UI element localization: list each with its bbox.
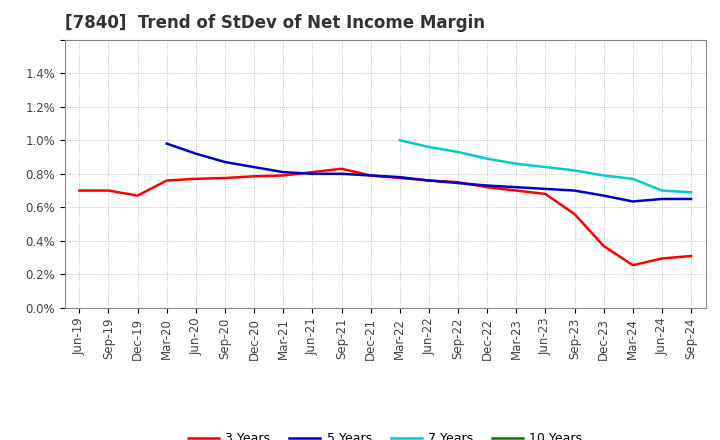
3 Years (308, 169, 317, 175)
Legend: 3 Years, 5 Years, 7 Years, 10 Years: 3 Years, 5 Years, 7 Years, 10 Years (183, 427, 588, 440)
5 Years (308, 171, 317, 176)
3 Years (657, 256, 666, 261)
5 Years (570, 188, 579, 193)
3 Years (104, 188, 113, 193)
3 Years (220, 176, 229, 181)
3 Years (163, 178, 171, 183)
Line: 5 Years: 5 Years (167, 143, 691, 202)
7 Years (425, 144, 433, 150)
Line: 3 Years: 3 Years (79, 169, 691, 265)
7 Years (657, 188, 666, 193)
5 Years (541, 186, 550, 191)
5 Years (657, 196, 666, 202)
3 Years (395, 176, 404, 181)
5 Years (220, 159, 229, 165)
5 Years (250, 165, 258, 170)
7 Years (395, 138, 404, 143)
3 Years (75, 188, 84, 193)
5 Years (483, 183, 492, 188)
5 Years (687, 196, 696, 202)
3 Years (192, 176, 200, 181)
3 Years (337, 166, 346, 172)
3 Years (599, 243, 608, 249)
7 Years (541, 165, 550, 170)
7 Years (454, 149, 462, 154)
7 Years (629, 176, 637, 181)
3 Years (279, 173, 287, 178)
3 Years (570, 211, 579, 216)
3 Years (366, 173, 375, 178)
Line: 7 Years: 7 Years (400, 140, 691, 192)
5 Years (395, 175, 404, 180)
5 Years (163, 141, 171, 146)
3 Years (541, 191, 550, 197)
3 Years (629, 263, 637, 268)
5 Years (629, 199, 637, 204)
3 Years (687, 253, 696, 259)
5 Years (599, 193, 608, 198)
3 Years (454, 180, 462, 185)
7 Years (483, 156, 492, 161)
7 Years (687, 190, 696, 195)
5 Years (454, 180, 462, 186)
7 Years (512, 161, 521, 166)
5 Years (279, 169, 287, 175)
3 Years (512, 188, 521, 193)
5 Years (425, 178, 433, 183)
3 Years (483, 185, 492, 190)
3 Years (133, 193, 142, 198)
5 Years (192, 151, 200, 156)
7 Years (570, 168, 579, 173)
3 Years (425, 178, 433, 183)
5 Years (337, 171, 346, 176)
5 Years (512, 185, 521, 190)
7 Years (599, 173, 608, 178)
5 Years (366, 173, 375, 178)
Text: [7840]  Trend of StDev of Net Income Margin: [7840] Trend of StDev of Net Income Marg… (65, 15, 485, 33)
3 Years (250, 174, 258, 179)
